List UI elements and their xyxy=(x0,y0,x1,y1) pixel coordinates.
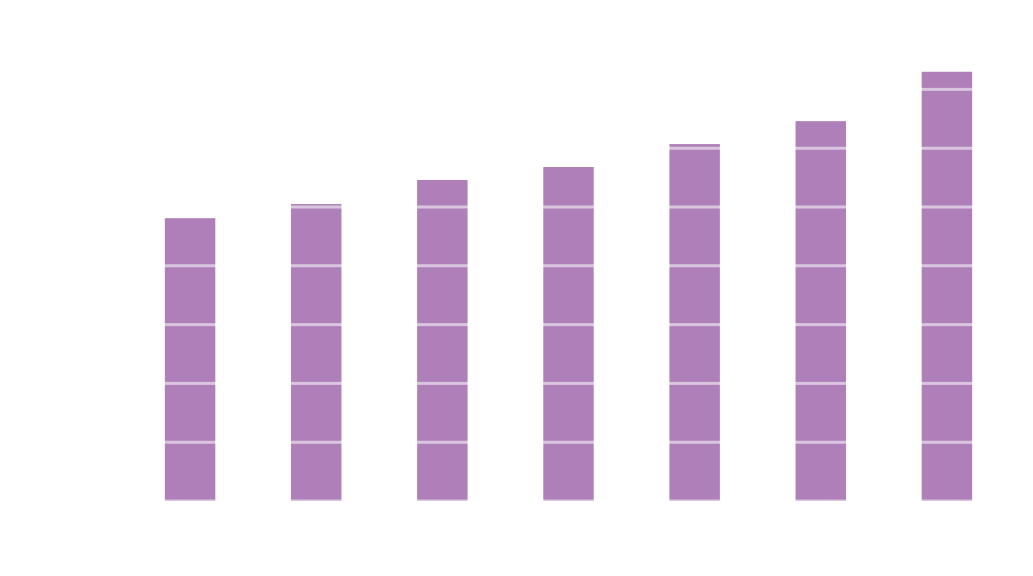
bar xyxy=(795,121,847,501)
bar xyxy=(669,144,720,502)
bar xyxy=(921,71,973,501)
bar xyxy=(543,167,594,502)
bar xyxy=(417,179,468,501)
bar xyxy=(290,204,342,501)
bar xyxy=(164,218,216,501)
